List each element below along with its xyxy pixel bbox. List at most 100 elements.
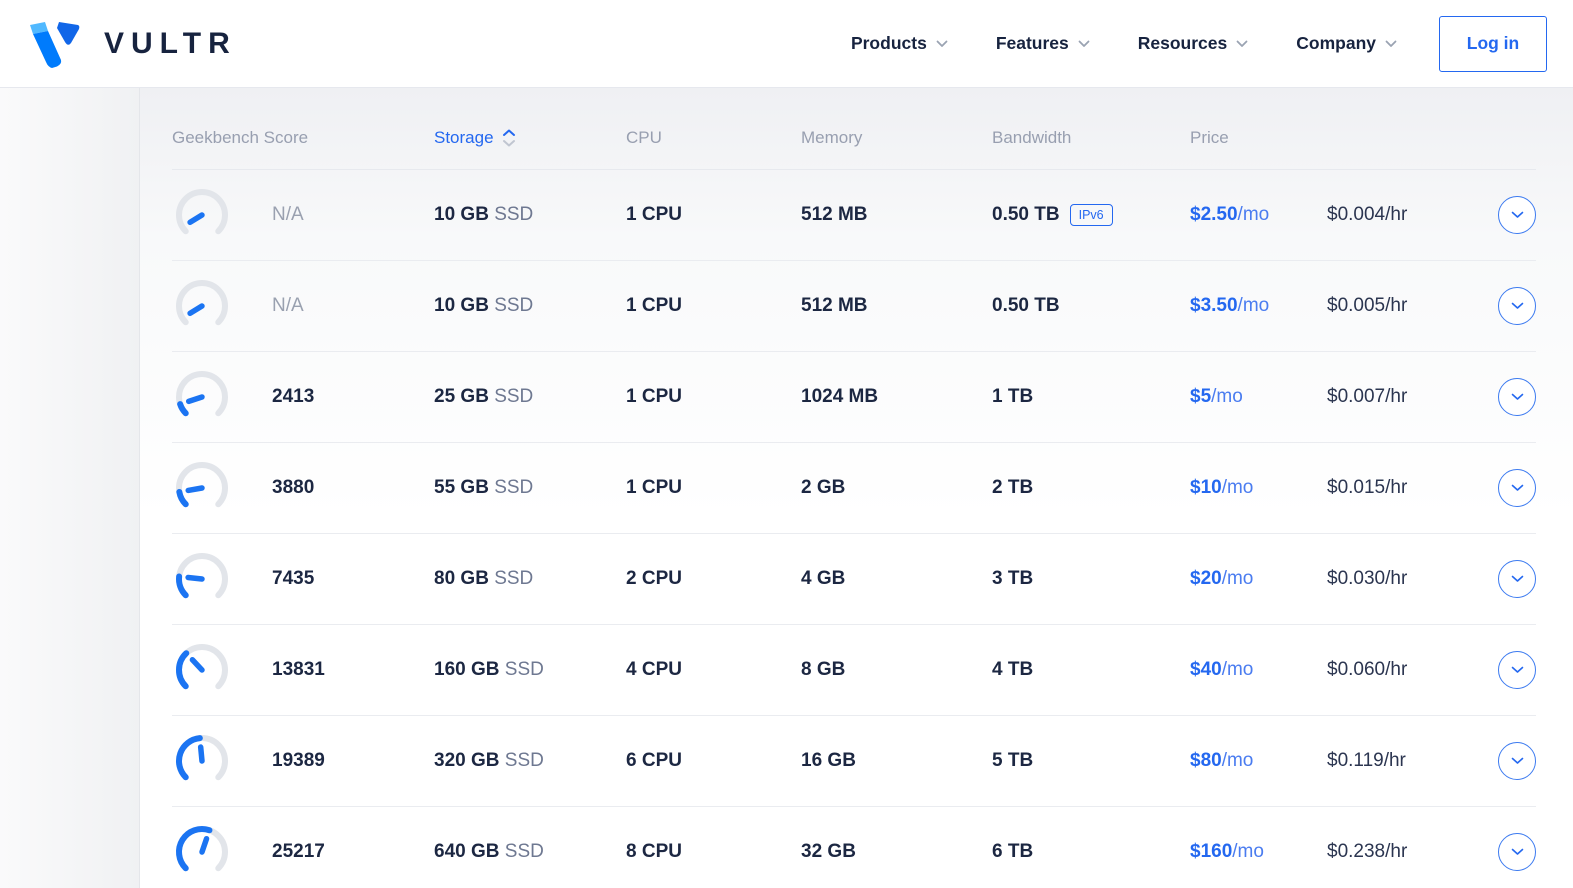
expand-row-button[interactable] (1498, 287, 1536, 325)
expand-row-button[interactable] (1498, 560, 1536, 598)
cpu-cell: 6 CPU (626, 750, 682, 771)
login-button[interactable]: Log in (1439, 15, 1547, 72)
bandwidth-cell: 4 TB IPv6 (992, 659, 1190, 681)
nav-label: Features (995, 33, 1069, 53)
memory-cell: 512 MB (801, 204, 868, 225)
plan-row: 3880 55 GB SSD 1 CPU 2 GB 2 TB IPv6 $10/… (172, 443, 1536, 534)
geekbench-gauge-icon (172, 822, 272, 882)
chevron-down-icon (1511, 393, 1523, 400)
monthly-price-cell: $10/mo (1190, 477, 1327, 499)
storage-suffix: SSD (494, 477, 534, 498)
bandwidth-cell: 3 TB IPv6 (992, 568, 1190, 590)
hourly-price-cell: $0.015/hr (1327, 477, 1408, 498)
bandwidth-cell: 5 TB IPv6 (992, 750, 1190, 772)
monthly-price-cell: $80/mo (1190, 750, 1327, 772)
storage-value: 160 GB (434, 659, 500, 680)
column-header-bandwidth: Bandwidth (992, 128, 1072, 147)
main-nav: Products Features Resources Company (851, 33, 1397, 54)
plan-row: 7435 80 GB SSD 2 CPU 4 GB 3 TB IPv6 $20/… (172, 534, 1536, 625)
expand-row-button[interactable] (1498, 469, 1536, 507)
expand-row-button[interactable] (1498, 742, 1536, 780)
storage-suffix: SSD (494, 568, 534, 589)
storage-cell: 80 GB SSD (434, 568, 626, 590)
site-header: VULTR Products Features Resources Compan… (0, 0, 1573, 88)
column-header-price: Price (1190, 128, 1229, 147)
geekbench-score-cell: 7435 (272, 568, 315, 589)
chevron-down-icon (1511, 757, 1523, 764)
monthly-price-cell: $40/mo (1190, 659, 1327, 681)
cpu-cell: 1 CPU (626, 204, 682, 225)
storage-cell: 10 GB SSD (434, 295, 626, 317)
geekbench-gauge-icon (172, 731, 272, 791)
monthly-price-value: $20 (1190, 568, 1222, 589)
chevron-down-icon (1511, 211, 1523, 218)
bandwidth-value: 0.50 TB (992, 204, 1060, 225)
monthly-price-cell: $160/mo (1190, 841, 1327, 863)
ipv6-badge: IPv6 (1069, 204, 1113, 226)
hourly-price-cell: $0.238/hr (1327, 841, 1408, 862)
cpu-cell: 4 CPU (626, 659, 682, 680)
plan-row: 25217 640 GB SSD 8 CPU 32 GB 6 TB IPv6 $… (172, 807, 1536, 888)
monthly-price-value: $80 (1190, 750, 1222, 771)
bandwidth-cell: 1 TB IPv6 (992, 386, 1190, 408)
memory-cell: 16 GB (801, 750, 856, 771)
memory-cell: 2 GB (801, 477, 846, 498)
monthly-price-suffix: /mo (1237, 295, 1270, 316)
hourly-price-cell: $0.007/hr (1327, 386, 1408, 407)
column-header-storage-sort[interactable]: Storage (434, 128, 626, 148)
bandwidth-cell: 0.50 TB IPv6 (992, 295, 1190, 317)
storage-cell: 10 GB SSD (434, 204, 626, 226)
memory-cell: 32 GB (801, 841, 856, 862)
memory-cell: 1024 MB (801, 386, 879, 407)
geekbench-gauge-icon (172, 640, 272, 700)
bandwidth-value: 3 TB (992, 568, 1034, 589)
bandwidth-value: 6 TB (992, 841, 1034, 862)
geekbench-gauge-icon (172, 185, 272, 245)
storage-suffix: SSD (504, 750, 544, 771)
geekbench-score-cell: 13831 (272, 659, 325, 680)
monthly-price-cell: $2.50/mo (1190, 204, 1327, 226)
nav-label: Products (850, 33, 927, 53)
monthly-price-value: $10 (1190, 477, 1222, 498)
geekbench-score-cell: 2413 (272, 386, 315, 407)
nav-item-company[interactable]: Company (1296, 33, 1397, 54)
bandwidth-value: 1 TB (992, 386, 1034, 407)
chevron-down-icon (936, 40, 948, 47)
storage-value: 10 GB (434, 204, 489, 225)
monthly-price-value: $40 (1190, 659, 1222, 680)
nav-item-resources[interactable]: Resources (1138, 33, 1249, 54)
storage-value: 25 GB (434, 386, 489, 407)
monthly-price-cell: $5/mo (1190, 386, 1327, 408)
nav-item-products[interactable]: Products (851, 33, 948, 54)
chevron-down-icon (1078, 40, 1090, 47)
chevron-down-icon (1511, 666, 1523, 673)
chevron-down-icon (1511, 848, 1523, 855)
cpu-cell: 1 CPU (626, 386, 682, 407)
expand-row-button[interactable] (1498, 651, 1536, 689)
vultr-logo-icon (30, 21, 80, 68)
chevron-down-icon (1385, 40, 1397, 47)
geekbench-score-cell: N/A (272, 204, 304, 225)
expand-row-button[interactable] (1498, 833, 1536, 871)
storage-cell: 160 GB SSD (434, 659, 626, 681)
sort-asc-icon (502, 129, 515, 136)
bandwidth-value: 0.50 TB (992, 295, 1060, 316)
hourly-price-cell: $0.030/hr (1327, 568, 1408, 589)
geekbench-gauge-icon (172, 367, 272, 427)
storage-cell: 55 GB SSD (434, 477, 626, 499)
monthly-price-suffix: /mo (1221, 477, 1254, 498)
sort-desc-icon (502, 140, 515, 147)
storage-suffix: SSD (494, 386, 534, 407)
expand-row-button[interactable] (1498, 196, 1536, 234)
brand[interactable]: VULTR (28, 20, 237, 68)
column-header-label: Storage (434, 128, 494, 147)
expand-row-button[interactable] (1498, 378, 1536, 416)
bandwidth-value: 5 TB (992, 750, 1034, 771)
monthly-price-suffix: /mo (1211, 386, 1243, 407)
storage-cell: 640 GB SSD (434, 841, 626, 863)
nav-item-features[interactable]: Features (996, 33, 1090, 54)
bandwidth-value: 2 TB (992, 477, 1034, 498)
geekbench-gauge-icon (172, 276, 272, 336)
storage-suffix: SSD (494, 204, 534, 225)
hourly-price-cell: $0.060/hr (1327, 659, 1408, 680)
